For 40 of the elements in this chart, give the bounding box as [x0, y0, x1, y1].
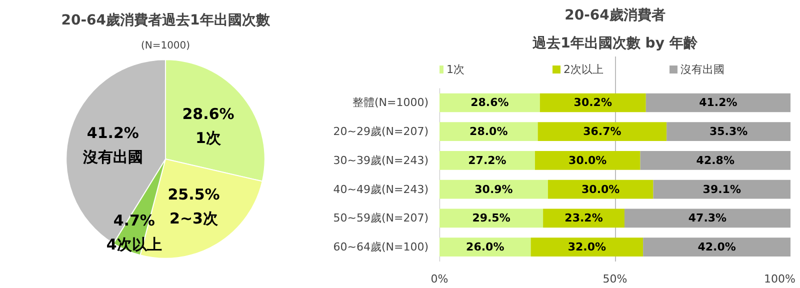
- y-tick-label: 40~49歲(N=243): [333, 182, 429, 196]
- data-label: 28.6%: [470, 96, 509, 110]
- x-tick-label: 0%: [430, 272, 448, 286]
- data-label: 30.9%: [474, 182, 513, 196]
- data-label: 30.2%: [574, 96, 612, 110]
- data-label: 47.3%: [688, 212, 727, 225]
- legend-label: 沒有出國: [680, 62, 724, 76]
- data-label: 42.0%: [698, 240, 736, 254]
- y-tick-label: 60~64歲(N=100): [333, 240, 429, 254]
- data-label: 42.8%: [696, 154, 734, 167]
- data-label: 32.0%: [568, 240, 606, 254]
- data-label: 41.2%: [86, 124, 139, 142]
- data-label: 26.0%: [466, 240, 504, 254]
- data-label: 36.7%: [583, 125, 622, 138]
- chart-title: 20-64歲消費者: [564, 8, 666, 24]
- data-label: 41.2%: [699, 96, 738, 110]
- x-tick-label: 50%: [602, 272, 628, 286]
- chart-title: 20-64歲消費者過去1年出國次數: [61, 12, 271, 28]
- y-tick-label: 30~39歲(N=243): [333, 154, 429, 167]
- data-label: 39.1%: [702, 182, 741, 196]
- data-label: 28.0%: [470, 125, 508, 138]
- slice-label: 2~3次: [170, 209, 219, 228]
- slice-label: 1次: [196, 129, 222, 148]
- y-tick-label: 整體(N=1000): [352, 96, 429, 110]
- x-tick-label: 100%: [764, 272, 796, 286]
- y-tick-label: 20~29歲(N=207): [333, 125, 429, 138]
- data-label: 27.2%: [468, 154, 506, 167]
- data-label: 29.5%: [472, 212, 510, 225]
- data-label: 30.0%: [582, 182, 620, 196]
- chart-subtitle: 過去1年出國次數 by 年齡: [532, 36, 698, 52]
- data-label: 30.0%: [568, 154, 607, 167]
- y-tick-label: 50~59歲(N=207): [333, 212, 429, 225]
- legend-label: 1次: [446, 62, 464, 76]
- data-label: 35.3%: [709, 125, 748, 138]
- data-label: 28.6%: [182, 105, 234, 124]
- slice-label: 沒有出國: [82, 148, 143, 166]
- data-label: 25.5%: [168, 185, 220, 204]
- chart-subtitle: (N=1000): [140, 40, 190, 52]
- legend-label: 2次以上: [564, 62, 604, 76]
- data-label: 23.2%: [564, 212, 603, 225]
